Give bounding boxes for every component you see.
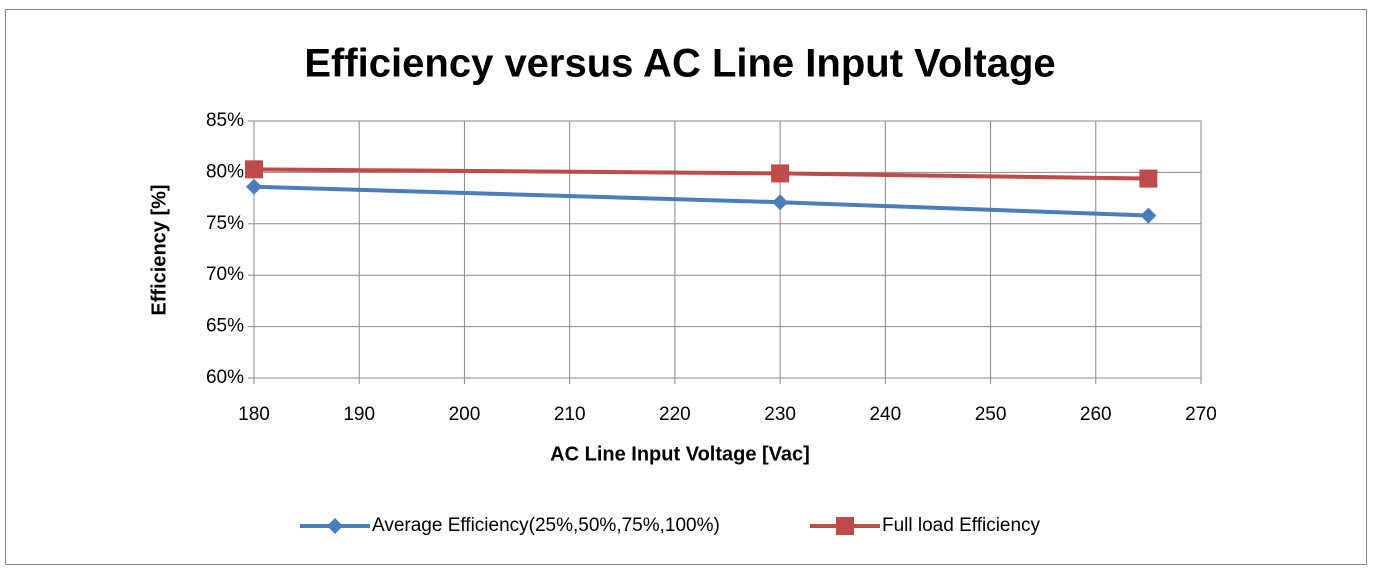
x-tick-label: 210 (554, 404, 586, 425)
marker (246, 178, 262, 195)
x-tick-label: 180 (238, 404, 270, 425)
x-tick-label: 230 (764, 404, 796, 425)
marker (771, 164, 790, 183)
marker (1140, 207, 1157, 224)
x-tick-label: 270 (1185, 404, 1217, 425)
legend-marker (327, 518, 343, 534)
plot-border (253, 120, 1202, 379)
y-tick-label: 75% (206, 213, 244, 234)
legend-marker (836, 517, 854, 535)
x-tick-label: 240 (869, 404, 901, 425)
x-tick-label: 250 (975, 404, 1007, 425)
x-axis-label: AC Line Input Voltage [Vac] (550, 443, 810, 465)
y-tick-label: 60% (206, 367, 244, 388)
chart-frame (5, 9, 1367, 565)
legend-label: Average Efficiency(25%,50%,75%,100%) (372, 515, 720, 536)
x-tick-label: 260 (1080, 404, 1112, 425)
chart-title: Efficiency versus AC Line Input Voltage (304, 42, 1055, 86)
y-axis-label: Efficiency [%] (148, 184, 170, 315)
x-tick-label: 220 (659, 404, 691, 425)
marker (1139, 169, 1158, 188)
x-tick-label: 190 (343, 404, 375, 425)
marker (772, 194, 789, 211)
y-tick-label: 70% (206, 264, 244, 285)
legend-label: Full load Efficiency (882, 515, 1041, 536)
y-tick-label: 80% (206, 161, 244, 182)
x-tick-label: 200 (449, 404, 481, 425)
y-tick-label: 65% (206, 316, 244, 337)
y-tick-label: 85% (206, 110, 244, 131)
marker (245, 160, 263, 179)
